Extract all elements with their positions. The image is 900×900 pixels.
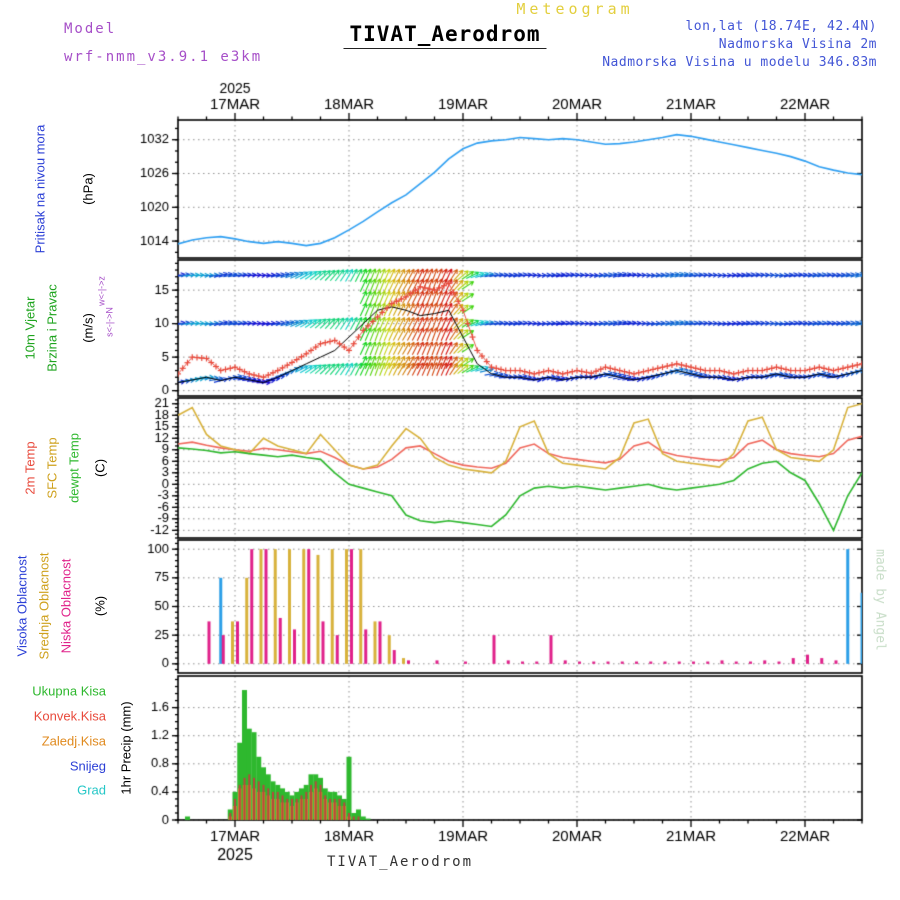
pressure-axis-label: Pritisak na nivou mora xyxy=(32,124,48,254)
temp-legend-dewpoint: dewpt Temp xyxy=(66,433,82,503)
wind-compass-ew-label: w<-|->z xyxy=(96,276,107,306)
header-meteogram-label: Meteogram xyxy=(516,0,634,18)
station-title: TIVAT_Aerodrom xyxy=(343,24,547,49)
lonlat-info: lon,lat (18.74E, 42.4N) xyxy=(685,19,877,34)
precip-unit-label: 1hr Precip (mm) xyxy=(118,701,134,795)
temp-unit-label: (C) xyxy=(92,458,108,478)
precip-legend-convective: Konvek.Kisa xyxy=(33,708,106,724)
temp-legend-2m: 2m Temp xyxy=(22,441,38,495)
pressure-unit-label: (hPa) xyxy=(80,173,96,205)
precip-legend-snow: Snijeg xyxy=(69,758,106,774)
location-info-block: lon,lat (18.74E, 42.4N) Nadmorska Visina… xyxy=(602,18,877,72)
model-elevation-info: Nadmorska Visina u modelu 346.83m xyxy=(602,55,877,70)
footer-station-label: TIVAT_Aerodrom xyxy=(326,854,474,870)
cloud-unit-label: (%) xyxy=(92,595,108,617)
temp-legend-sfc: SFC Temp xyxy=(44,437,60,499)
model-label: Model xyxy=(64,21,117,37)
wind-axis-label-line2: Brzina i Pravac xyxy=(44,284,60,372)
precip-legend-total: Ukupna Kisa xyxy=(32,683,106,699)
cloud-legend-high: Visoka Oblacnost xyxy=(14,555,30,657)
wind-compass-ns-label: s<-|->N xyxy=(104,307,115,337)
precip-legend-hail: Grad xyxy=(77,782,106,798)
wind-unit-label: (m/s) xyxy=(80,313,96,343)
precip-legend-freezing: Zaledj.Kisa xyxy=(41,733,106,749)
wind-axis-label-line1: 10m Vjetar xyxy=(22,296,38,360)
watermark-label: made by Angel xyxy=(872,549,888,651)
elevation-info: Nadmorska Visina 2m xyxy=(718,37,877,52)
model-value: wrf-nmm_v3.9.1 e3km xyxy=(64,49,263,65)
cloud-legend-low: Niska Oblacnost xyxy=(58,558,74,654)
cloud-legend-middle: Srednja Oblacnost xyxy=(36,552,52,660)
